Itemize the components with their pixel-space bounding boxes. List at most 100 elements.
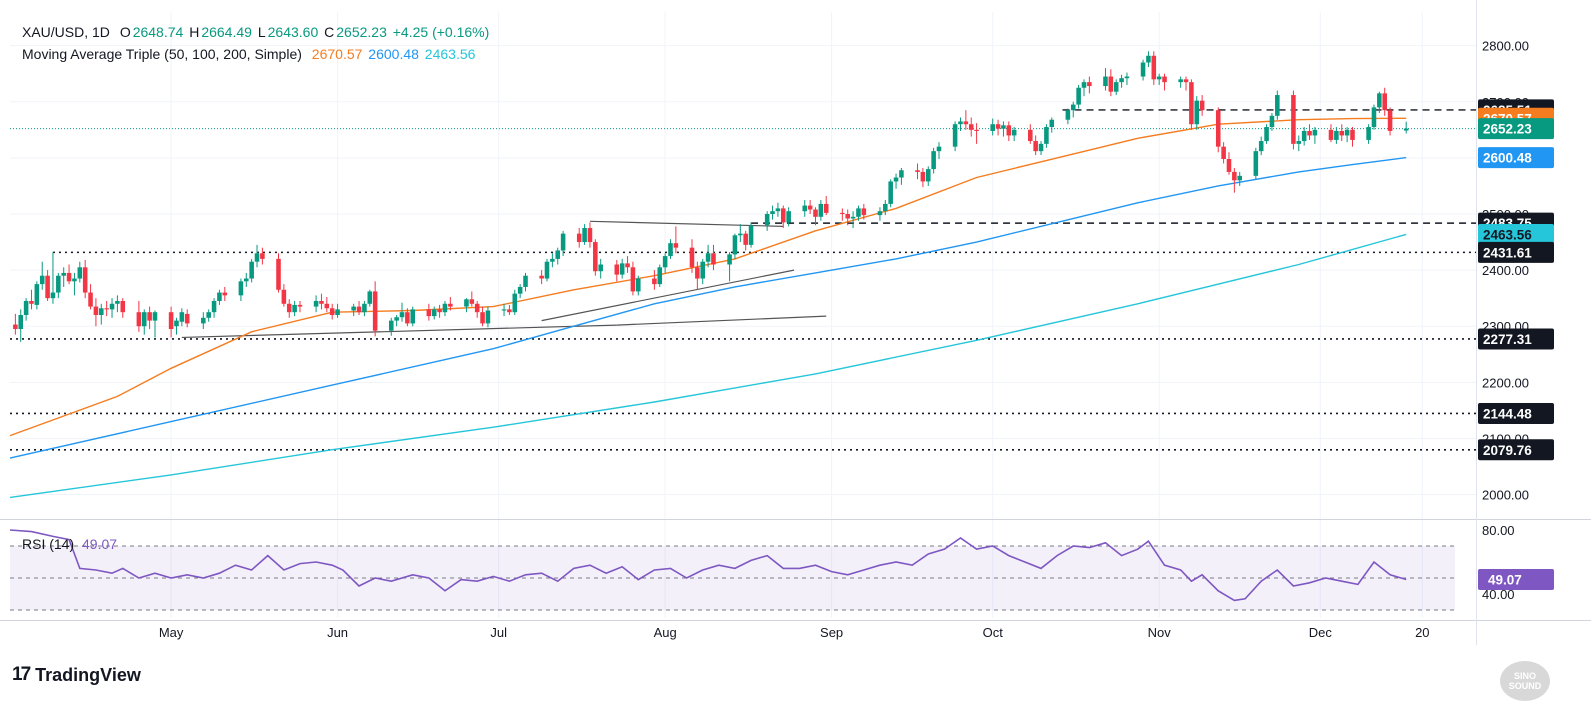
candle-body	[82, 267, 88, 293]
candle-body	[1312, 129, 1318, 136]
price-tags: 2685.512670.572652.232600.482483.752463.…	[1478, 99, 1554, 590]
time-tick-label: Dec	[1309, 625, 1333, 640]
candle-body	[1366, 127, 1371, 140]
candle-body	[1339, 130, 1345, 136]
candle-body	[738, 233, 743, 236]
candle-body	[1156, 76, 1162, 80]
candle-body	[576, 233, 582, 243]
low-label: L	[257, 24, 266, 40]
candle-body	[695, 267, 700, 279]
candle-body	[335, 309, 340, 315]
candle-body	[1232, 171, 1237, 181]
rsi-label[interactable]: RSI (14)	[22, 536, 75, 552]
price-tag-label: 2463.56	[1483, 227, 1532, 242]
chart-grid	[0, 0, 1591, 645]
moving-average-lines	[9, 117, 1407, 499]
candle-body	[807, 205, 813, 210]
candle-body	[1350, 129, 1355, 140]
ma-label[interactable]: Moving Average Triple (50, 100, 200, Sim…	[22, 46, 302, 62]
time-tick-label: Jul	[490, 625, 507, 640]
candle-body	[786, 211, 791, 223]
candle-body	[802, 205, 808, 212]
rsi-tag	[1478, 568, 1554, 590]
candle-body	[1178, 79, 1183, 83]
candle-body	[1189, 82, 1194, 125]
price-tag	[1478, 147, 1554, 169]
candle-body	[636, 278, 641, 292]
candle-body	[850, 216, 856, 219]
candle-body	[448, 303, 453, 307]
candle-body	[619, 263, 625, 275]
trendline	[541, 269, 795, 322]
candle-body	[732, 235, 738, 255]
candle-body	[394, 317, 399, 321]
tradingview-logo-icon: 17	[12, 664, 31, 685]
candle-body	[1038, 143, 1044, 152]
price-tag-label: 2600.48	[1483, 151, 1532, 166]
candle-body	[201, 317, 206, 324]
ma50-line	[9, 117, 1407, 437]
open-value: 2648.74	[132, 24, 184, 40]
candle-body	[877, 211, 883, 216]
candle-body	[61, 272, 66, 276]
candle-body	[88, 292, 93, 307]
candle-body	[748, 225, 754, 245]
candle-body	[711, 253, 716, 265]
symbol-label[interactable]: XAU/USD, 1D	[22, 24, 110, 40]
candle-body	[115, 300, 120, 304]
time-tick-label: May	[159, 625, 184, 640]
candle-body	[39, 275, 45, 285]
candle-body	[184, 313, 190, 324]
candle-body	[469, 299, 475, 304]
price-tag-label: 2652.23	[1483, 122, 1532, 137]
candle-body	[1377, 93, 1382, 108]
candle-body	[689, 247, 695, 268]
candle-body	[1113, 82, 1119, 92]
candle-body	[405, 312, 410, 324]
candlesticks	[13, 51, 1409, 342]
candle-body	[474, 303, 480, 313]
candle-body	[1011, 129, 1017, 136]
candle-body	[813, 209, 818, 217]
rsi-value: 49.07	[82, 536, 118, 552]
candle-body	[222, 292, 228, 296]
candle-body	[313, 300, 319, 307]
candle-body	[1403, 128, 1409, 131]
candle-body	[99, 308, 104, 315]
candle-body	[174, 320, 179, 327]
candle-body	[211, 300, 217, 313]
candle-body	[700, 261, 706, 279]
candle-body	[56, 275, 61, 293]
close-value: 2652.23	[336, 24, 387, 40]
candle-body	[464, 299, 469, 307]
candle-body	[1049, 119, 1055, 128]
candle-body	[276, 258, 281, 290]
candle-body	[582, 228, 587, 243]
candle-body	[1065, 110, 1071, 120]
candle-body	[18, 315, 24, 330]
candle-body	[1226, 159, 1232, 172]
candle-body	[893, 177, 899, 182]
candle-body	[29, 300, 34, 304]
candle-body	[1140, 62, 1146, 77]
brand-name: TradingView	[35, 664, 141, 685]
candle-body	[883, 203, 888, 212]
candle-body	[1307, 130, 1312, 136]
ohlc-header: XAU/USD, 1D O 2648.74 H 2664.49 L 2643.60 C…	[22, 24, 491, 40]
candle-body	[168, 312, 174, 330]
tradingview-brand[interactable]: 17 TradingView	[12, 664, 141, 686]
candle-body	[512, 293, 518, 313]
rsi-pane[interactable]	[9, 529, 1455, 611]
candle-body	[410, 309, 416, 324]
candle-body	[1124, 76, 1130, 79]
candle-body	[507, 309, 512, 313]
candle-body	[625, 263, 630, 268]
candle-body	[1334, 130, 1339, 140]
time-tick-label: Aug	[654, 625, 677, 640]
rsi-header: RSI (14) 49.07	[22, 536, 117, 552]
candle-body	[523, 275, 528, 287]
time-tick-label: Nov	[1148, 625, 1172, 640]
candle-body	[399, 312, 405, 318]
candle-body	[1103, 76, 1108, 87]
